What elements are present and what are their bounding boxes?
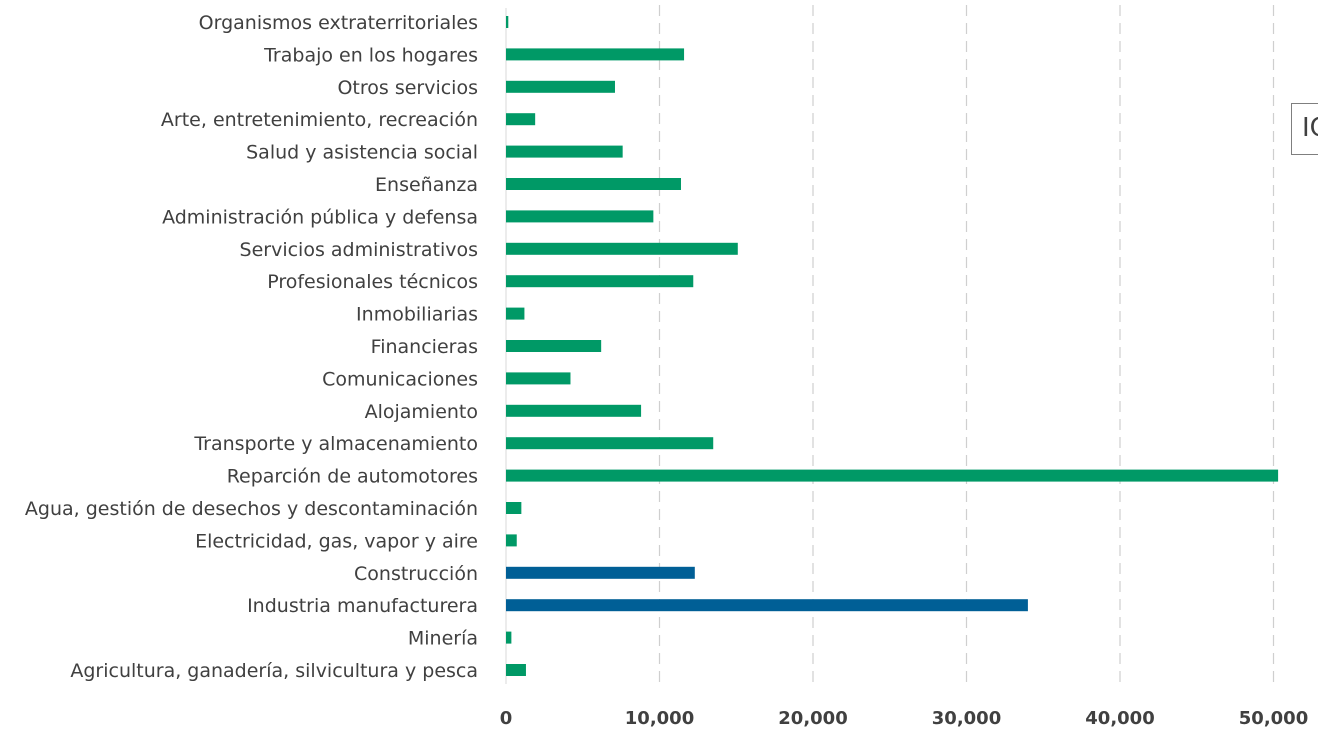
x-tick-label: 0 [500,708,513,729]
bar [506,307,525,320]
bar [506,534,517,547]
category-label: Reparción de automotores [227,466,478,488]
bar [506,437,714,450]
category-label: Otros servicios [337,77,478,99]
bar [506,113,536,126]
bar [506,631,512,644]
x-tick-label: 50,000 [1239,708,1308,729]
bar [506,469,1279,482]
category-label: Agua, gestión de desechos y descontamina… [25,498,478,520]
category-label: Inmobiliarias [356,304,478,326]
bar [506,502,522,514]
bar [506,80,615,93]
category-label: Construcción [354,563,478,585]
x-tick-label: 20,000 [778,708,847,729]
x-tick-label: 10,000 [625,708,694,729]
bar [506,599,1028,612]
bar [506,145,623,158]
category-label: Arte, entretenimiento, recreación [161,109,478,131]
category-labels: Agricultura, ganadería, silvicultura y p… [25,12,478,682]
bar [506,242,738,255]
category-label: Financieras [371,336,478,358]
legend-label: IC [1302,113,1318,143]
bar [506,664,526,676]
bars [506,16,1279,676]
bar [506,340,602,352]
category-label: Transporte y almacenamiento [193,433,478,455]
category-label: Organismos extraterritoriales [199,12,478,34]
category-label: Enseñanza [375,174,478,196]
category-label: Minería [408,628,478,650]
bar [506,48,685,61]
category-label: Comunicaciones [322,368,478,390]
bar [506,210,654,223]
category-label: Electricidad, gas, vapor y aire [195,530,478,552]
legend: IC [1291,103,1318,155]
x-tick-labels: 0 10,000 20,000 30,000 40,000 50,000 [500,708,1309,729]
category-label: Industria manufacturera [247,595,478,617]
category-label: Agricultura, ganadería, silvicultura y p… [70,660,478,682]
x-tick-label: 40,000 [1085,708,1154,729]
bar [506,16,509,28]
category-label: Administración pública y defensa [162,206,478,228]
category-label: Alojamiento [365,401,478,423]
x-tick-label: 30,000 [932,708,1001,729]
gridlines [505,5,1275,685]
bar [506,404,642,417]
bar [506,566,695,579]
category-label: Profesionales técnicos [267,271,478,293]
category-label: Trabajo en los hogares [263,44,478,66]
bar [506,178,681,190]
bar [506,372,571,385]
category-label: Salud y asistencia social [246,142,478,164]
category-label: Servicios administrativos [240,239,478,261]
bar [506,275,694,288]
